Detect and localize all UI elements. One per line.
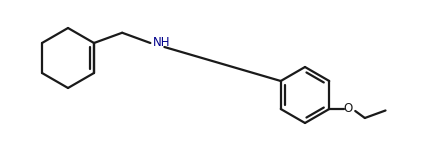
Text: O: O: [344, 103, 353, 116]
Text: NH: NH: [153, 37, 171, 49]
